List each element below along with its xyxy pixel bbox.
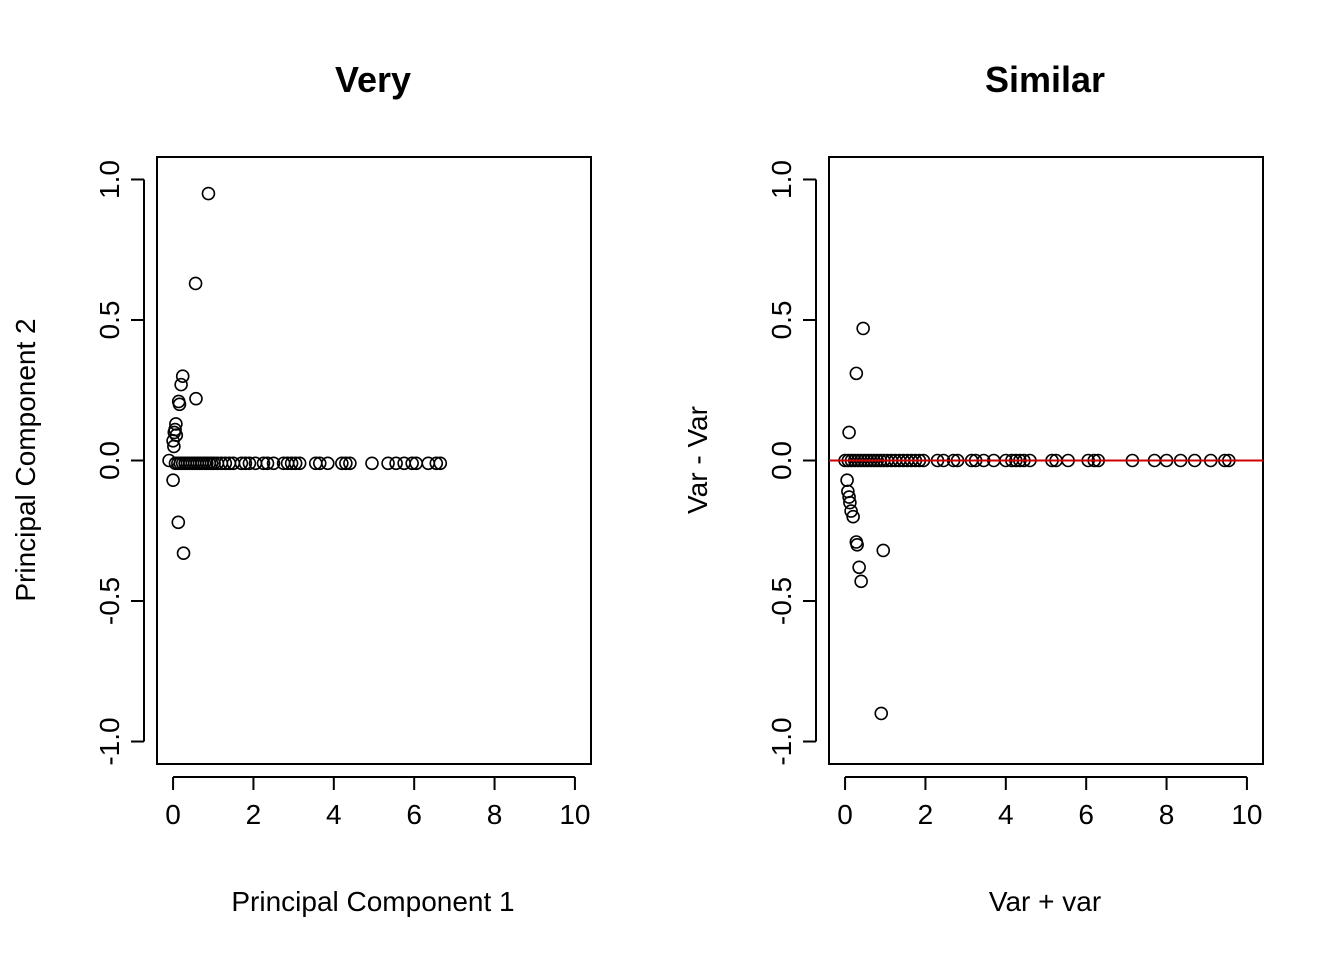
- y-tick-label: 0.5: [94, 301, 125, 340]
- x-axis: 0 2 4 6 8 10: [165, 776, 591, 830]
- data-point: [842, 425, 856, 440]
- data-point: [842, 490, 856, 504]
- data-point: [339, 456, 353, 471]
- x-tick-label: 0: [165, 799, 181, 830]
- y-tick-label: 1.0: [766, 160, 797, 199]
- y-axis: -1.0 -0.5 0.0 0.5 1.0: [766, 160, 817, 766]
- data-point: [266, 456, 281, 471]
- data-point: [256, 456, 271, 471]
- x-axis-label: Var + var: [989, 886, 1101, 917]
- data-point: [188, 276, 203, 291]
- data-point: [284, 456, 299, 471]
- plot-frame: [156, 156, 592, 765]
- y-tick-label: -1.0: [94, 717, 125, 765]
- data-point: [292, 456, 307, 471]
- data-point: [389, 456, 403, 471]
- data-point: [854, 574, 868, 589]
- x-tick-label: 6: [1078, 799, 1094, 830]
- x-tick-label: 10: [1231, 799, 1262, 830]
- data-point: [429, 456, 444, 471]
- data-point: [846, 509, 860, 524]
- data-point: [840, 473, 854, 487]
- x-axis-label: Principal Component 1: [231, 886, 514, 917]
- y-tick-label: 0.5: [766, 301, 797, 340]
- y-axis-label: Var - Var: [682, 406, 713, 514]
- y-axis: -1.0 -0.5 0.0 0.5 1.0: [94, 160, 145, 766]
- data-point: [343, 456, 357, 471]
- data-point: [335, 456, 349, 471]
- data-point: [365, 456, 379, 471]
- y-tick-label: -0.5: [766, 577, 797, 625]
- y-tick-label: 0.0: [766, 441, 797, 480]
- y-tick-label: -0.5: [94, 577, 125, 625]
- x-tick-label: 2: [246, 799, 262, 830]
- panel-similar: Similar 0 2 4 6 8 10 -1.0 -0.5 0.0 0.5 1.0 Var + …: [682, 59, 1264, 917]
- data-point: [874, 706, 889, 721]
- data-point: [852, 560, 866, 575]
- y-axis-label: Principal Component 2: [10, 318, 41, 601]
- x-tick-label: 4: [998, 799, 1014, 830]
- data-point: [218, 456, 233, 471]
- data-point: [320, 456, 335, 471]
- data-point: [288, 456, 303, 471]
- data-point: [876, 543, 891, 558]
- data-point: [856, 321, 870, 336]
- data-point: [166, 434, 180, 448]
- data-point: [850, 538, 864, 552]
- x-tick-label: 0: [837, 799, 853, 830]
- data-point: [172, 397, 187, 412]
- y-tick-label: 1.0: [94, 160, 125, 199]
- data-point: [238, 456, 253, 471]
- data-point: [175, 369, 190, 383]
- data-point: [433, 456, 448, 471]
- data-point: [381, 456, 395, 471]
- data-point: [312, 456, 327, 471]
- data-point: [260, 456, 275, 471]
- data-point: [405, 456, 419, 471]
- x-tick-label: 10: [559, 799, 590, 830]
- x-tick-label: 8: [1159, 799, 1175, 830]
- data-point: [166, 473, 180, 487]
- x-tick-label: 2: [918, 799, 934, 830]
- panel-very: Very 0 2 4 6 8 10 -1.0 -0.5 0.0 0.5 1.0 Principal…: [10, 59, 592, 917]
- data-point: [242, 456, 257, 471]
- data-point: [844, 504, 858, 518]
- data-point: [843, 495, 857, 510]
- data-point: [849, 366, 864, 381]
- data-point: [174, 377, 188, 392]
- data-point: [189, 391, 203, 406]
- data-points: [838, 321, 1236, 721]
- data-point: [176, 546, 191, 561]
- data-point: [171, 515, 186, 530]
- data-point: [167, 439, 181, 454]
- data-point: [234, 456, 249, 471]
- y-tick-label: 0.0: [94, 441, 125, 480]
- x-axis: 0 2 4 6 8 10: [837, 776, 1263, 830]
- x-tick-label: 6: [406, 799, 422, 830]
- data-point: [201, 186, 216, 201]
- chart-title: Very: [335, 59, 411, 100]
- data-points: [162, 186, 448, 561]
- chart-title: Similar: [985, 59, 1105, 100]
- data-point: [167, 425, 182, 440]
- x-tick-label: 4: [326, 799, 342, 830]
- y-tick-label: -1.0: [766, 717, 797, 765]
- x-tick-label: 8: [487, 799, 503, 830]
